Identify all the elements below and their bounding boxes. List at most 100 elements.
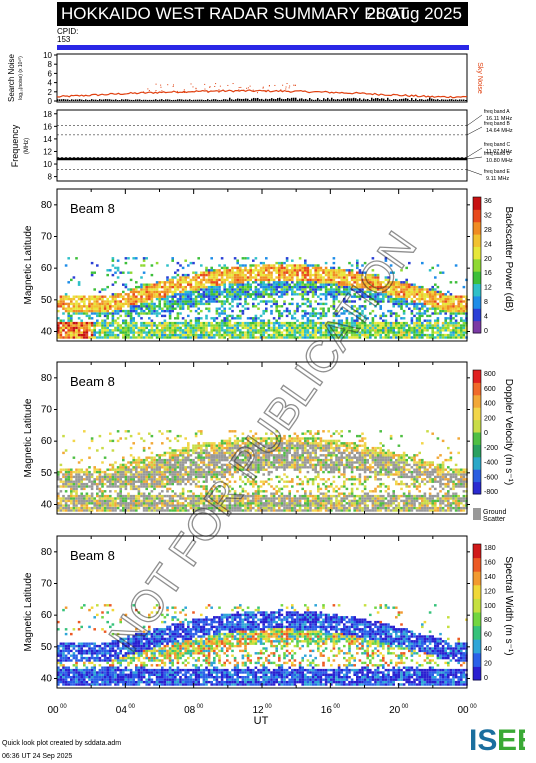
range-gate-cell bbox=[184, 470, 187, 474]
range-gate-cell bbox=[254, 463, 258, 467]
range-gate-cell bbox=[148, 309, 151, 313]
range-gate-cell bbox=[200, 317, 203, 320]
range-gate-cell bbox=[80, 506, 83, 510]
range-gate-cell bbox=[184, 461, 187, 464]
search-noise-bar bbox=[69, 99, 71, 101]
range-gate-cell bbox=[454, 324, 458, 327]
range-gate-cell bbox=[72, 506, 76, 510]
range-gate-cell bbox=[67, 297, 70, 301]
range-gate-cell bbox=[408, 285, 411, 289]
range-gate-cell bbox=[431, 324, 434, 327]
range-gate-cell bbox=[64, 293, 68, 296]
range-gate-cell bbox=[462, 329, 466, 332]
range-gate-cell bbox=[233, 504, 237, 507]
range-gate-cell bbox=[101, 331, 104, 334]
range-gate-cell bbox=[114, 309, 117, 313]
range-gate-cell bbox=[434, 331, 437, 334]
range-gate-cell bbox=[447, 333, 450, 337]
range-gate-cell bbox=[452, 336, 455, 339]
range-gate-cell bbox=[171, 468, 174, 471]
range-gate-cell bbox=[140, 329, 143, 332]
range-gate-cell bbox=[405, 333, 408, 337]
range-gate-cell bbox=[460, 305, 463, 308]
colorbar-tick-label: 12 bbox=[484, 285, 492, 292]
range-gate-cell bbox=[293, 309, 297, 313]
range-gate-cell bbox=[272, 321, 276, 325]
range-gate-cell bbox=[447, 326, 450, 330]
range-gate-cell bbox=[179, 509, 182, 512]
range-gate-cell bbox=[181, 461, 185, 464]
range-gate-cell bbox=[103, 305, 107, 308]
freq-band-name: freq band C bbox=[484, 142, 511, 148]
range-gate-cell bbox=[127, 494, 130, 498]
range-gate-cell bbox=[382, 293, 385, 296]
range-gate-cell bbox=[171, 321, 174, 325]
range-gate-cell bbox=[132, 290, 135, 294]
range-gate-cell bbox=[205, 504, 208, 507]
range-gate-cell bbox=[405, 321, 408, 325]
range-gate-cell bbox=[226, 300, 229, 303]
range-gate-cell bbox=[257, 456, 260, 459]
range-gate-cell bbox=[132, 466, 135, 469]
range-gate-cell bbox=[223, 295, 226, 298]
range-gate-cell bbox=[317, 312, 320, 315]
range-gate-cell bbox=[163, 461, 167, 464]
range-gate-cell bbox=[246, 497, 250, 500]
range-gate-cell bbox=[163, 288, 167, 291]
search-noise-bar bbox=[207, 99, 209, 101]
range-gate-cell bbox=[161, 309, 164, 313]
range-gate-cell bbox=[283, 309, 286, 313]
range-gate-cell bbox=[306, 336, 310, 339]
range-gate-cell bbox=[317, 273, 320, 277]
range-gate-cell bbox=[311, 283, 315, 286]
range-gate-cell bbox=[337, 271, 341, 274]
range-gate-cell bbox=[70, 480, 73, 483]
range-gate-cell bbox=[301, 295, 304, 298]
range-gate-cell bbox=[257, 458, 260, 462]
range-gate-cell bbox=[103, 314, 107, 318]
search-noise-bar bbox=[305, 98, 307, 101]
range-gate-cell bbox=[363, 324, 367, 327]
range-gate-cell bbox=[168, 463, 172, 467]
range-gate-cell bbox=[93, 497, 96, 500]
range-gate-cell bbox=[197, 283, 200, 286]
range-gate-cell bbox=[109, 504, 112, 507]
range-gate-cell bbox=[408, 302, 411, 306]
range-gate-cell bbox=[257, 283, 260, 286]
range-gate-cell bbox=[439, 307, 442, 310]
range-gate-cell bbox=[200, 461, 203, 464]
range-gate-cell bbox=[179, 480, 182, 483]
range-gate-cell bbox=[348, 261, 351, 265]
range-gate-cell bbox=[317, 317, 320, 320]
range-gate-cell bbox=[382, 319, 385, 322]
range-gate-cell bbox=[457, 309, 460, 313]
range-gate-cell bbox=[153, 466, 156, 469]
range-gate-cell bbox=[324, 336, 328, 339]
range-gate-cell bbox=[145, 475, 148, 479]
range-gate-cell bbox=[246, 480, 250, 483]
range-gate-cell bbox=[153, 293, 156, 296]
range-gate-cell bbox=[246, 458, 250, 462]
range-gate-cell bbox=[150, 499, 154, 503]
range-gate-cell bbox=[83, 324, 86, 327]
range-gate-cell bbox=[327, 324, 330, 327]
range-gate-cell bbox=[80, 487, 83, 491]
range-gate-cell bbox=[132, 321, 135, 325]
range-gate-cell bbox=[418, 293, 421, 296]
range-gate-cell bbox=[122, 283, 125, 286]
range-gate-cell bbox=[213, 324, 216, 327]
range-gate-cell bbox=[135, 466, 138, 469]
range-gate-cell bbox=[244, 307, 247, 310]
range-gate-cell bbox=[127, 295, 130, 298]
range-gate-cell bbox=[231, 336, 234, 339]
range-gate-cell bbox=[171, 502, 174, 505]
range-gate-cell bbox=[395, 302, 398, 306]
range-gate-cell bbox=[67, 302, 70, 306]
range-gate-cell bbox=[228, 442, 232, 445]
range-gate-cell bbox=[293, 264, 297, 267]
range-gate-cell bbox=[270, 276, 273, 279]
range-gate-cell bbox=[384, 319, 388, 322]
range-gate-cell bbox=[249, 293, 252, 296]
range-gate-cell bbox=[244, 482, 247, 486]
range-gate-cell bbox=[153, 461, 156, 464]
